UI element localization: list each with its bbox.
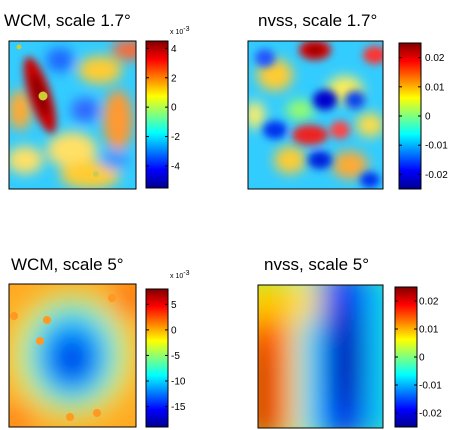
colorbar-tick-label: 0.02: [419, 297, 439, 308]
colorbar-tick-label: 0: [425, 112, 431, 123]
colorbar-multiplier: x 10-3: [170, 270, 190, 280]
panel-title: nvss, scale 1.7°: [258, 11, 377, 30]
colorbar-tick-label: 0.01: [419, 325, 439, 336]
heatmap-image: [248, 41, 383, 189]
colorbar-ticks: 0.02 0.01 0 -0.01 -0.02: [395, 297, 442, 420]
colorbar-tick-label: -5: [171, 351, 180, 362]
colorbar-tick-label: -2: [171, 132, 180, 143]
colorbar-tick-label: -0.01: [419, 381, 442, 392]
colorbar-ticks: 5 0 -5 -10 -15: [146, 300, 186, 413]
panel-title: nvss, scale 5°: [264, 255, 369, 274]
colorbar-tick-label: 0.01: [425, 82, 445, 93]
heatmap-image: [9, 284, 136, 427]
colorbar-tick-label: 0.02: [425, 53, 445, 64]
heatmap-image: [258, 285, 383, 428]
heatmap-frame: [8, 40, 137, 190]
colorbar-ticks: 0.02 0.01 0 -0.01 -0.02: [399, 53, 448, 181]
colorbar: 4 2 0 -2 -4 x 10-3: [145, 26, 190, 189]
colorbar-tick-label: -0.01: [425, 141, 448, 152]
colorbar-tick-label: -0.02: [425, 170, 448, 181]
colorbar-tick-label: 5: [171, 300, 177, 311]
colorbar-multiplier: x 10-3: [170, 26, 190, 36]
colorbar-tick-label: 0: [171, 325, 177, 336]
colorbar-tick-label: -4: [171, 161, 180, 172]
colorbar-tick-label: 0: [419, 353, 425, 364]
heatmap-frame: [247, 40, 384, 190]
colorbar-tick-label: -0.02: [419, 409, 442, 420]
colorbar-tick-label: 0: [171, 103, 177, 114]
colorbar: 0.02 0.01 0 -0.01 -0.02: [394, 286, 442, 428]
heatmap-image: [9, 41, 136, 189]
colorbar-tick-label: -15: [171, 402, 186, 413]
colorbar: 0.02 0.01 0 -0.01 -0.02: [398, 42, 448, 190]
heatmap-frame: [8, 283, 137, 428]
panel-title: WCM, scale 1.7°: [4, 11, 131, 30]
colorbar-tick-label: -10: [171, 377, 186, 388]
panel-title: WCM, scale 5°: [11, 255, 124, 274]
colorbar: 5 0 -5 -10 -15 x 10-3: [145, 270, 190, 428]
heatmap-frame: [257, 284, 384, 429]
colorbar-ticks: 4 2 0 -2 -4: [146, 44, 180, 172]
colorbar-tick-label: 2: [171, 73, 177, 84]
colorbar-tick-label: 4: [171, 44, 177, 55]
